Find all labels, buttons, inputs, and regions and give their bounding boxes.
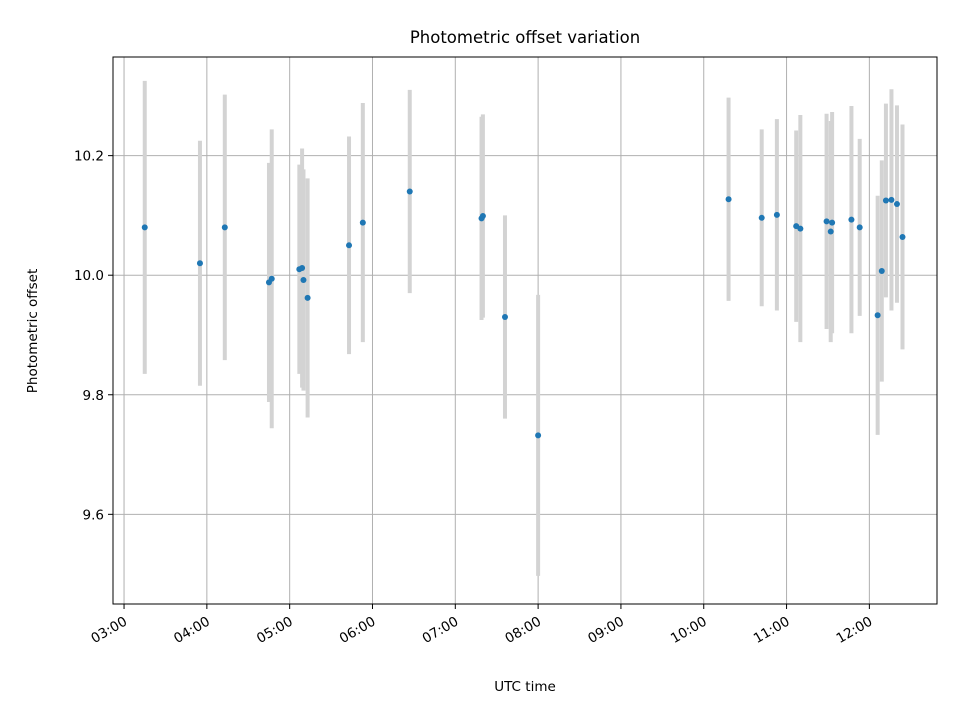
data-point [141,224,148,231]
data-point [856,224,863,231]
data-point [829,219,836,226]
plot-area-frame [112,56,938,605]
data-point [797,225,804,232]
data-point [406,188,413,195]
y-tick-label: 10.0 [74,268,104,284]
data-point [535,432,542,439]
data-point [848,216,855,223]
data-point [878,268,885,275]
data-point [758,214,765,221]
data-point [773,211,780,218]
data-point [501,314,508,321]
data-point [299,265,306,272]
data-point [479,213,486,220]
y-tick-label: 9.6 [83,507,104,523]
data-point [725,196,732,203]
data-point [899,233,906,240]
chart-title: Photometric offset variation [410,28,640,47]
y-tick-label: 9.8 [83,388,104,404]
data-point [359,219,366,226]
y-axis-ticks: 9.6 9.8 10.0 10.2 [74,149,113,523]
data-point [823,218,830,225]
data-point [221,224,228,231]
data-point [827,228,834,235]
y-axis-label: Photometric offset [25,269,41,393]
data-point [196,260,203,267]
y-tick-label: 10.2 [74,149,104,165]
data-point [304,294,311,301]
data-point [893,201,900,208]
data-points [141,188,906,439]
data-point [882,197,889,204]
x-axis-label: UTC time [494,679,556,695]
data-point [268,275,275,282]
data-point [300,276,307,283]
grid [113,57,937,604]
data-point [888,196,895,203]
data-point [874,312,881,319]
data-point [346,242,353,249]
